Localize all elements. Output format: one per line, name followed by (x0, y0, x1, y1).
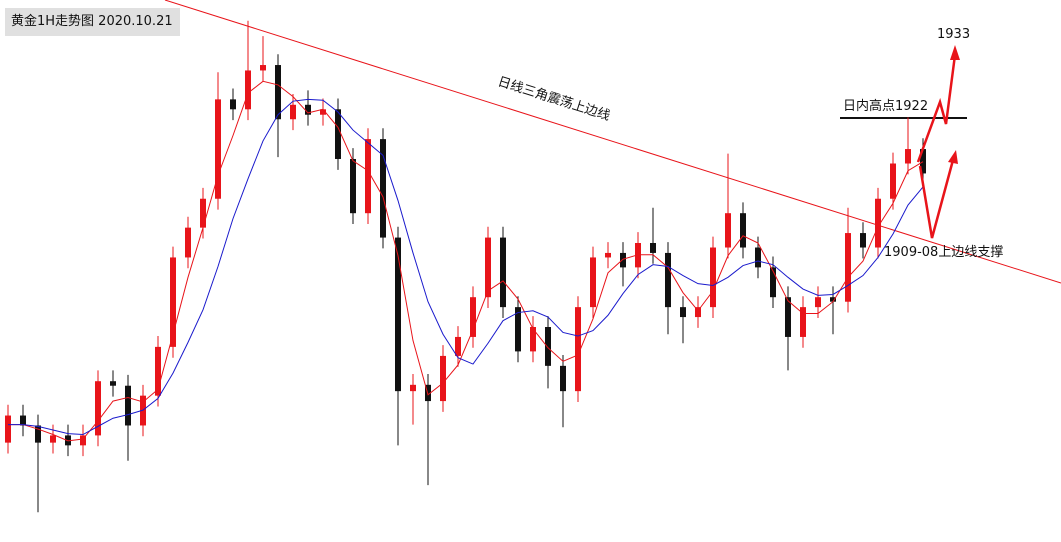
candle-body (560, 365, 566, 392)
moving-average (8, 80, 924, 442)
candle-body (380, 139, 386, 238)
candle-body (35, 425, 41, 443)
candle-body (665, 252, 671, 308)
candle-body (455, 336, 461, 356)
candle-body (710, 247, 716, 308)
candle-body (5, 415, 11, 443)
trend-line (164, 0, 1061, 284)
candle-body (350, 158, 356, 214)
candle-body (20, 415, 26, 426)
high-label: 日内高点1922 (843, 98, 928, 114)
candle-body (605, 252, 611, 258)
candle-body (545, 327, 551, 366)
arrow-up (916, 54, 957, 163)
candle-body (155, 346, 161, 396)
arrowhead (948, 150, 958, 164)
arrowhead (950, 45, 960, 60)
candle-body (530, 327, 536, 352)
candle-body (860, 233, 866, 248)
candle-body (695, 307, 701, 318)
candle-body (815, 297, 821, 308)
candle-body (305, 104, 311, 115)
candle-body (770, 267, 776, 298)
trend-label: 日线三角震荡上边线 (496, 75, 612, 124)
candle-body (170, 257, 176, 347)
candle-body (740, 213, 746, 248)
support-label: 1909-08上边线支撑 (884, 245, 1003, 260)
candle-body (125, 385, 131, 426)
candle-body (590, 257, 596, 308)
candle-body (245, 70, 251, 110)
chart-title: 黄金1H走势图 2020.10.21 (5, 8, 180, 36)
candle-body (575, 307, 581, 392)
candle-body (230, 99, 236, 110)
moving-average (8, 98, 924, 436)
arrow-bounce (918, 159, 955, 239)
candle-body (800, 307, 806, 337)
candle-body (830, 297, 836, 302)
candle-body (470, 297, 476, 337)
candle-body (260, 65, 266, 71)
candle-body (275, 65, 281, 120)
candle-body (95, 381, 101, 436)
candle-body (290, 104, 296, 120)
target-label: 1933 (937, 27, 970, 42)
candle-body (725, 213, 731, 248)
candle-body (80, 435, 86, 446)
candle-body (200, 198, 206, 228)
candle-body (365, 139, 371, 214)
candle-body (755, 247, 761, 268)
candle-body (890, 163, 896, 199)
candle-body (620, 252, 626, 268)
candle-body (500, 237, 506, 308)
candle-body (110, 381, 116, 386)
candle-body (785, 297, 791, 337)
candle-body (515, 307, 521, 352)
candle-body (485, 237, 491, 298)
candle-body (320, 109, 326, 115)
candle-body (845, 233, 851, 302)
candle-body (920, 149, 926, 174)
candle-body (680, 307, 686, 318)
candle-body (410, 384, 416, 392)
candle-body (905, 149, 911, 164)
candle-body (395, 237, 401, 392)
candle-body (875, 198, 881, 248)
candle-body (650, 242, 656, 253)
candle-body (185, 227, 191, 258)
candle-body (215, 99, 221, 199)
candles (5, 20, 926, 513)
candle-body (440, 355, 446, 402)
candle-body (50, 435, 56, 443)
candle-body (335, 109, 341, 159)
